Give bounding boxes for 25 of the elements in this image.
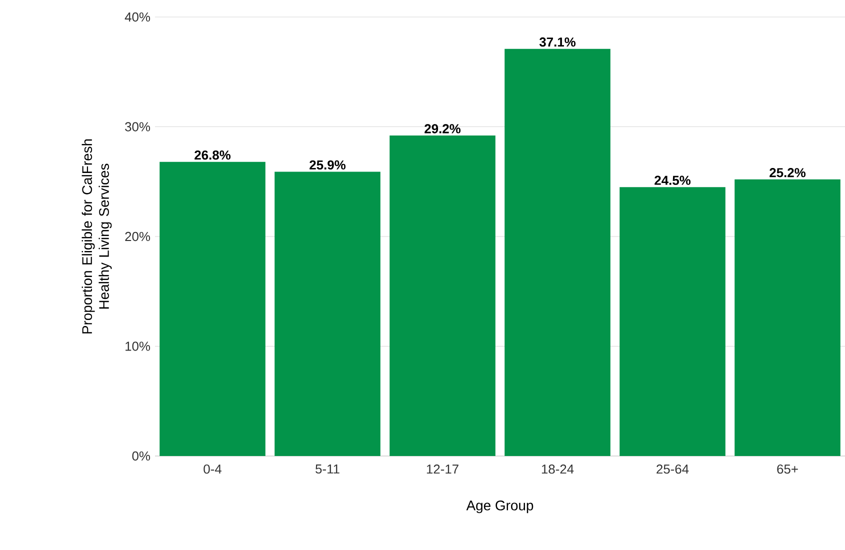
x-tick-label: 0-4 — [204, 464, 222, 474]
bar — [620, 187, 726, 456]
y-tick-label: 30% — [125, 122, 150, 132]
bar — [160, 162, 266, 456]
y-axis-title: Proportion Eligible for CalFresh Healthy Living Services — [82, 139, 112, 334]
y-tick-label: 40% — [124, 12, 150, 22]
data-label: 25.2% — [770, 168, 806, 178]
data-label: 26.8% — [194, 150, 231, 160]
y-tick-label: 10% — [126, 342, 150, 351]
data-label: 25.9% — [310, 160, 346, 170]
data-label: 24.5% — [654, 176, 691, 185]
x-tick-label: 65+ — [777, 464, 798, 474]
x-tick-label: 25-64 — [656, 464, 689, 474]
y-tick-label: 20% — [125, 232, 150, 242]
bar — [504, 48, 610, 456]
x-axis-title: Age Group — [466, 500, 534, 514]
x-tick-label: 12-17 — [426, 464, 458, 474]
bar — [274, 172, 380, 456]
data-label: 37.1% — [539, 37, 576, 47]
y-tick-label: 0% — [132, 451, 150, 461]
x-tick-label: 18-24 — [542, 464, 574, 474]
bar — [390, 136, 496, 456]
x-tick-label: 5-11 — [316, 464, 340, 474]
bar — [734, 179, 840, 456]
data-label: 29.2% — [424, 124, 461, 134]
